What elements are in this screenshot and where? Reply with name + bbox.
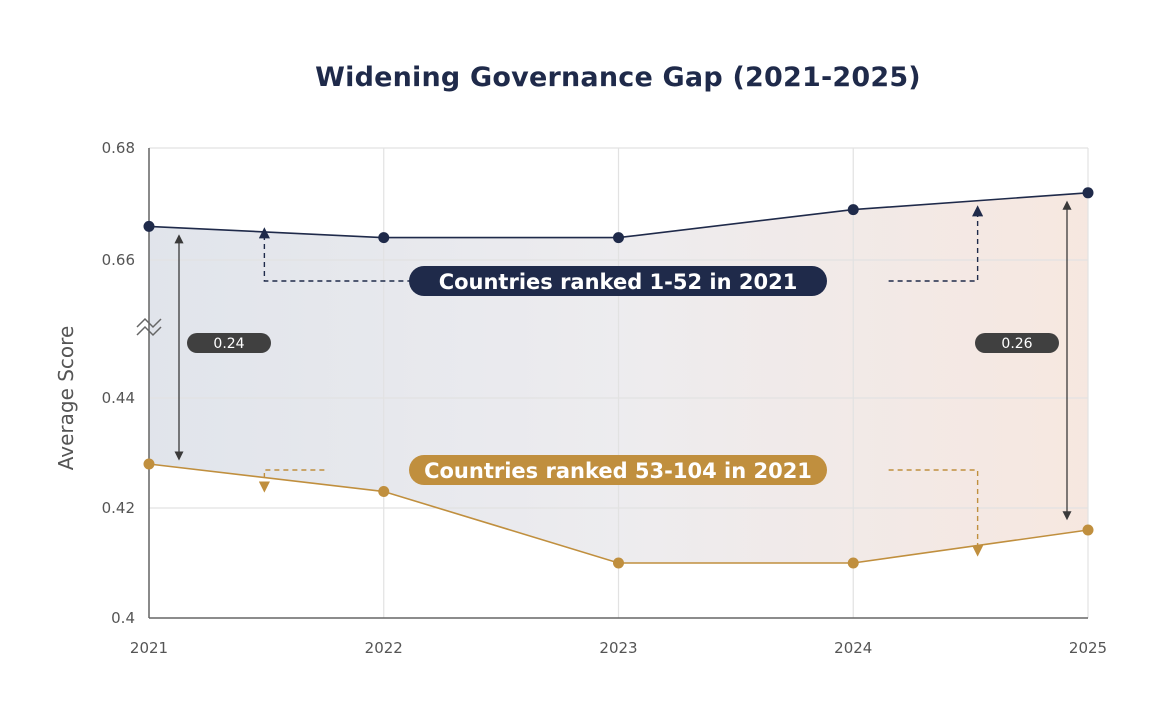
y-tick-label: 0.42 (102, 499, 135, 517)
y-tick-label: 0.4 (111, 609, 135, 627)
series-label: Countries ranked 1-52 in 2021 (439, 270, 798, 294)
x-tick-label: 2025 (1069, 639, 1107, 657)
gap-value-label: 0.26 (1001, 336, 1032, 352)
data-point (1082, 187, 1094, 199)
gap-value-pill (975, 333, 1059, 353)
gap-value-pill (187, 333, 271, 353)
series-label-pill (409, 455, 827, 485)
x-tick-label: 2024 (834, 639, 872, 657)
axis-break-mark (136, 325, 162, 337)
data-point (613, 557, 624, 569)
chart-title: Widening Governance Gap (2021-2025) (315, 62, 921, 93)
data-point (143, 458, 155, 470)
x-tick-label: 2021 (130, 639, 168, 657)
axis-break-mark (136, 317, 162, 329)
callout-connector (888, 469, 984, 557)
y-tick-label: 0.66 (102, 251, 135, 269)
series-label-pill (409, 266, 827, 296)
data-point (847, 557, 859, 569)
y-tick-label: 0.44 (102, 389, 135, 407)
x-tick-label: 2022 (365, 639, 403, 657)
series-label: Countries ranked 53-104 in 2021 (424, 459, 812, 483)
data-point (847, 204, 859, 216)
data-point (1082, 524, 1094, 536)
gap-value-label: 0.24 (213, 336, 244, 352)
callout-connector (258, 227, 413, 282)
data-point (378, 232, 390, 244)
callout-connector (888, 205, 984, 282)
data-point (378, 486, 390, 497)
data-point (613, 232, 624, 244)
callout-connector (258, 469, 325, 493)
x-tick-label: 2023 (599, 639, 637, 657)
y-tick-label: 0.68 (102, 139, 135, 157)
data-point (143, 220, 155, 232)
